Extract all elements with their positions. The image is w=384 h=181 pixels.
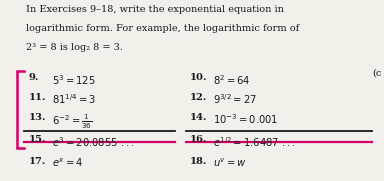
Text: 15.: 15. bbox=[29, 135, 46, 144]
Text: logarithmic form. For example, the logarithmic form of: logarithmic form. For example, the logar… bbox=[26, 24, 300, 33]
Text: 14.: 14. bbox=[190, 113, 208, 122]
Text: $8^2 = 64$: $8^2 = 64$ bbox=[213, 73, 251, 87]
Text: $10^{-3} = 0.001$: $10^{-3} = 0.001$ bbox=[213, 113, 278, 126]
Text: 16.: 16. bbox=[190, 135, 208, 144]
Text: $e^3 = 20.0855\ . . .$: $e^3 = 20.0855\ . . .$ bbox=[52, 135, 134, 149]
Text: $e^{1/2} = 1.6487\ . . .$: $e^{1/2} = 1.6487\ . . .$ bbox=[213, 135, 296, 149]
Text: $5^3 = 125$: $5^3 = 125$ bbox=[52, 73, 96, 87]
Text: $e^x = 4$: $e^x = 4$ bbox=[52, 157, 83, 169]
Text: 17.: 17. bbox=[29, 157, 46, 166]
Text: $6^{-2} = \frac{1}{36}$: $6^{-2} = \frac{1}{36}$ bbox=[52, 113, 92, 131]
Text: $u^v = w$: $u^v = w$ bbox=[213, 157, 247, 169]
Text: 18.: 18. bbox=[190, 157, 207, 166]
Text: $81^{1/4} = 3$: $81^{1/4} = 3$ bbox=[52, 93, 96, 106]
Text: 2³ = 8 is log₂ 8 = 3.: 2³ = 8 is log₂ 8 = 3. bbox=[26, 43, 123, 52]
Text: 13.: 13. bbox=[29, 113, 46, 122]
Text: 12.: 12. bbox=[190, 93, 207, 102]
Text: 11.: 11. bbox=[29, 93, 46, 102]
Text: (c: (c bbox=[373, 69, 382, 78]
Text: $9^{3/2} = 27$: $9^{3/2} = 27$ bbox=[213, 93, 257, 106]
Text: In Exercises 9–18, write the exponential equation in: In Exercises 9–18, write the exponential… bbox=[26, 5, 284, 14]
Text: 9.: 9. bbox=[29, 73, 39, 82]
Text: 10.: 10. bbox=[190, 73, 208, 82]
